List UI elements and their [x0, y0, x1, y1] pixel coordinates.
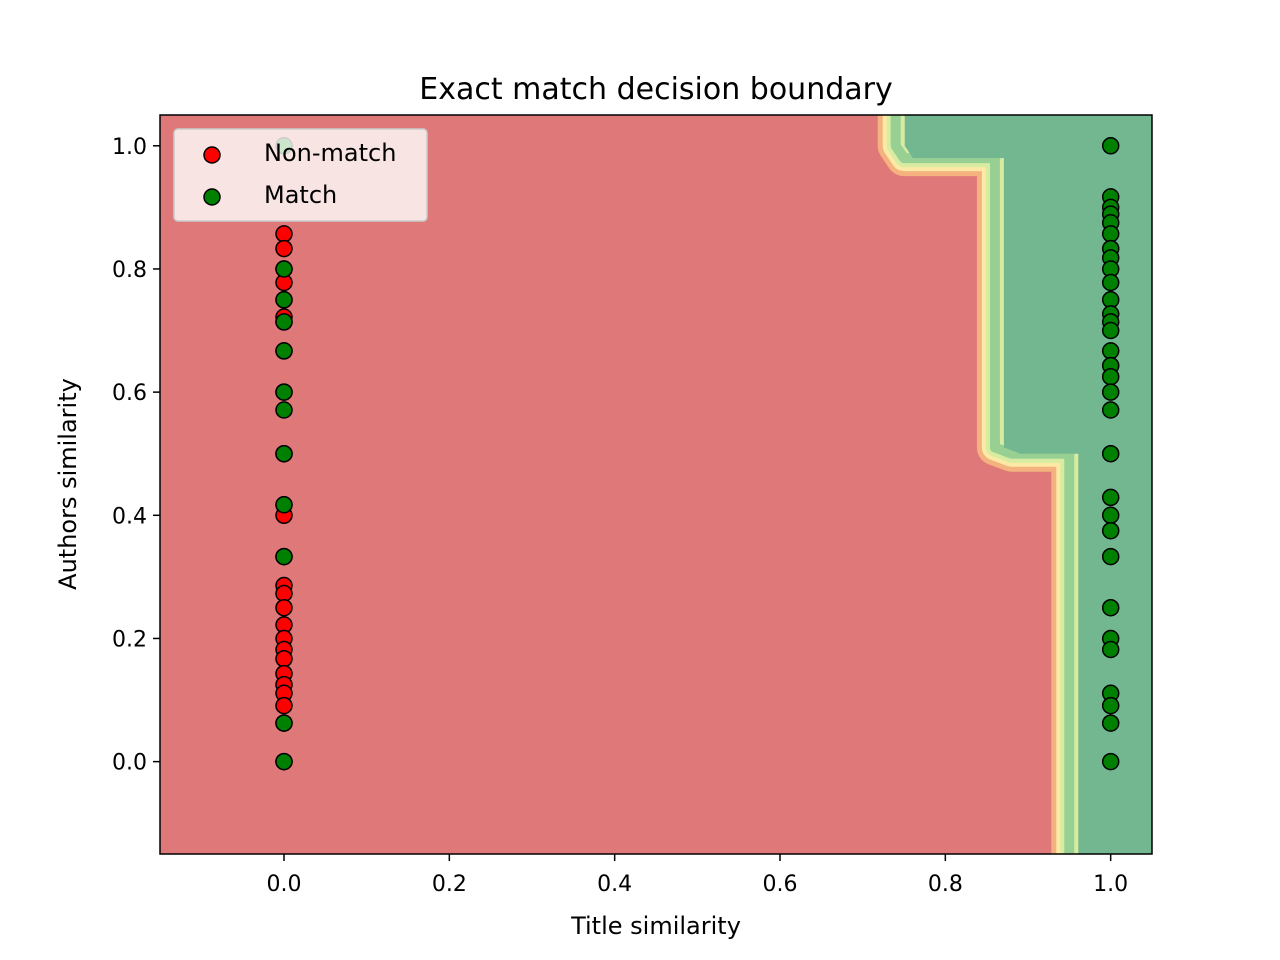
data-point: [1101, 321, 1120, 340]
x-axis: 0.0 0.2 0.4 0.6 0.8 1.0: [267, 854, 1128, 897]
data-point: [1101, 752, 1120, 771]
y-tick-label: 0.2: [112, 627, 147, 652]
data-point: [1101, 137, 1120, 155]
data-point: [1101, 521, 1120, 540]
x-tick-label: 0.0: [267, 872, 302, 897]
data-point: [275, 696, 293, 715]
y-axis-label: Authors similarity: [54, 378, 82, 590]
series-match: [275, 137, 1120, 771]
data-point: [275, 496, 293, 514]
x-tick-label: 0.6: [763, 872, 798, 897]
data-point: [1101, 342, 1120, 360]
data-point: [275, 383, 293, 401]
data-point: [1101, 401, 1120, 419]
data-point: [275, 598, 293, 617]
chart-title: Exact match decision boundary: [419, 72, 892, 107]
data-points: [275, 137, 1120, 771]
legend-marker-non-match: [203, 146, 221, 164]
data-point: [275, 239, 293, 258]
data-point: [1101, 506, 1120, 525]
x-tick-label: 0.8: [928, 872, 963, 897]
data-point: [275, 225, 293, 243]
data-point: [1101, 225, 1120, 243]
data-point: [275, 752, 293, 771]
data-point: [1101, 714, 1120, 732]
data-point: [275, 650, 293, 668]
legend-label-match: Match: [264, 181, 337, 209]
y-tick-label: 0.6: [112, 381, 147, 406]
x-tick-label: 1.0: [1093, 872, 1128, 897]
data-point: [1101, 383, 1120, 401]
data-point: [275, 260, 293, 278]
data-point: [1101, 640, 1120, 659]
data-point: [275, 313, 293, 331]
data-point: [275, 342, 293, 360]
y-axis: 0.0 0.2 0.4 0.6 0.8 1.0: [112, 135, 160, 776]
x-tick-label: 0.2: [432, 872, 467, 897]
legend-label-non-match: Non-match: [264, 139, 396, 167]
data-point: [1101, 696, 1120, 715]
y-tick-label: 0.0: [112, 751, 147, 776]
legend: Non-match Match: [173, 128, 428, 222]
data-point: [275, 444, 293, 463]
data-point: [1101, 273, 1120, 292]
x-tick-label: 0.4: [597, 872, 632, 897]
y-tick-label: 0.4: [112, 504, 147, 529]
data-point: [1101, 444, 1120, 463]
data-point: [1101, 547, 1120, 566]
data-point: [1101, 488, 1120, 507]
decision-regions: [160, 115, 1152, 854]
data-point: [275, 291, 293, 309]
data-point: [275, 547, 293, 566]
plot-frame: [159, 114, 1153, 855]
match-region: [904, 115, 1152, 854]
legend-box: [173, 128, 428, 222]
data-point: [275, 714, 293, 732]
data-point: [275, 401, 293, 419]
y-tick-label: 1.0: [112, 135, 147, 160]
x-axis-label: Title similarity: [570, 912, 741, 940]
data-point: [1101, 598, 1120, 617]
y-tick-label: 0.8: [112, 258, 147, 283]
data-point: [1101, 367, 1120, 386]
legend-marker-match: [203, 188, 221, 206]
